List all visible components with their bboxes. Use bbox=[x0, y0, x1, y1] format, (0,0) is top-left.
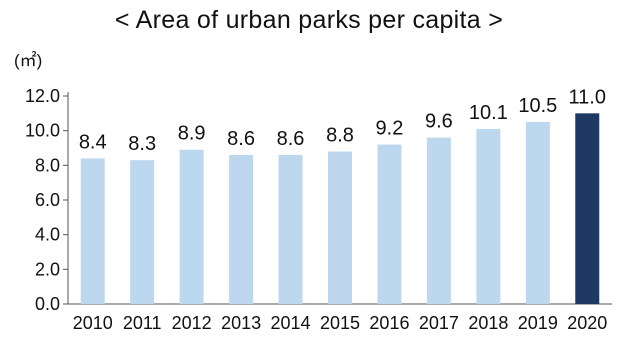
x-tick-label: 2018 bbox=[468, 313, 508, 333]
x-tick-label: 2013 bbox=[221, 313, 261, 333]
chart-title: < Area of urban parks per capita > bbox=[114, 6, 504, 34]
x-tick-label: 2016 bbox=[369, 313, 409, 333]
data-label: 8.8 bbox=[326, 124, 354, 146]
bar bbox=[130, 160, 155, 304]
y-tick-label: 6.0 bbox=[35, 190, 60, 210]
x-tick-label: 2017 bbox=[419, 313, 459, 333]
bar bbox=[476, 128, 501, 304]
data-label: 8.4 bbox=[79, 131, 107, 153]
y-tick-label: 2.0 bbox=[35, 259, 60, 279]
bar bbox=[229, 154, 254, 304]
data-label: 8.6 bbox=[277, 128, 305, 150]
data-label: 10.5 bbox=[518, 95, 557, 117]
y-axis-unit-label: (㎡) bbox=[14, 51, 43, 70]
x-tick-label: 2011 bbox=[123, 313, 162, 333]
bar bbox=[525, 122, 550, 304]
y-tick-label: 4.0 bbox=[35, 225, 60, 245]
x-tick-label: 2012 bbox=[172, 313, 212, 333]
data-label: 8.3 bbox=[128, 133, 156, 155]
bar bbox=[328, 151, 352, 304]
data-label: 8.9 bbox=[178, 123, 206, 145]
bar bbox=[377, 144, 402, 304]
data-label: 11.0 bbox=[569, 86, 606, 108]
y-tick-label: 12.0 bbox=[25, 86, 60, 106]
y-tick-label: 8.0 bbox=[35, 155, 60, 175]
y-tick-label: 0.0 bbox=[35, 294, 60, 314]
x-tick-label: 2010 bbox=[73, 313, 113, 333]
bar bbox=[575, 113, 600, 304]
x-tick-label: 2019 bbox=[518, 313, 558, 333]
bar bbox=[80, 158, 105, 304]
data-label: 10.1 bbox=[469, 102, 508, 124]
data-label: 8.6 bbox=[227, 128, 255, 150]
bar bbox=[278, 154, 303, 304]
bar bbox=[179, 149, 204, 304]
x-tick-label: 2014 bbox=[271, 313, 311, 333]
y-tick-label: 10.0 bbox=[25, 121, 60, 141]
x-tick-label: 2020 bbox=[567, 313, 607, 333]
data-label: 9.2 bbox=[376, 118, 404, 140]
data-label: 9.6 bbox=[425, 111, 453, 133]
x-tick-label: 2015 bbox=[320, 313, 360, 333]
bar bbox=[426, 137, 451, 304]
